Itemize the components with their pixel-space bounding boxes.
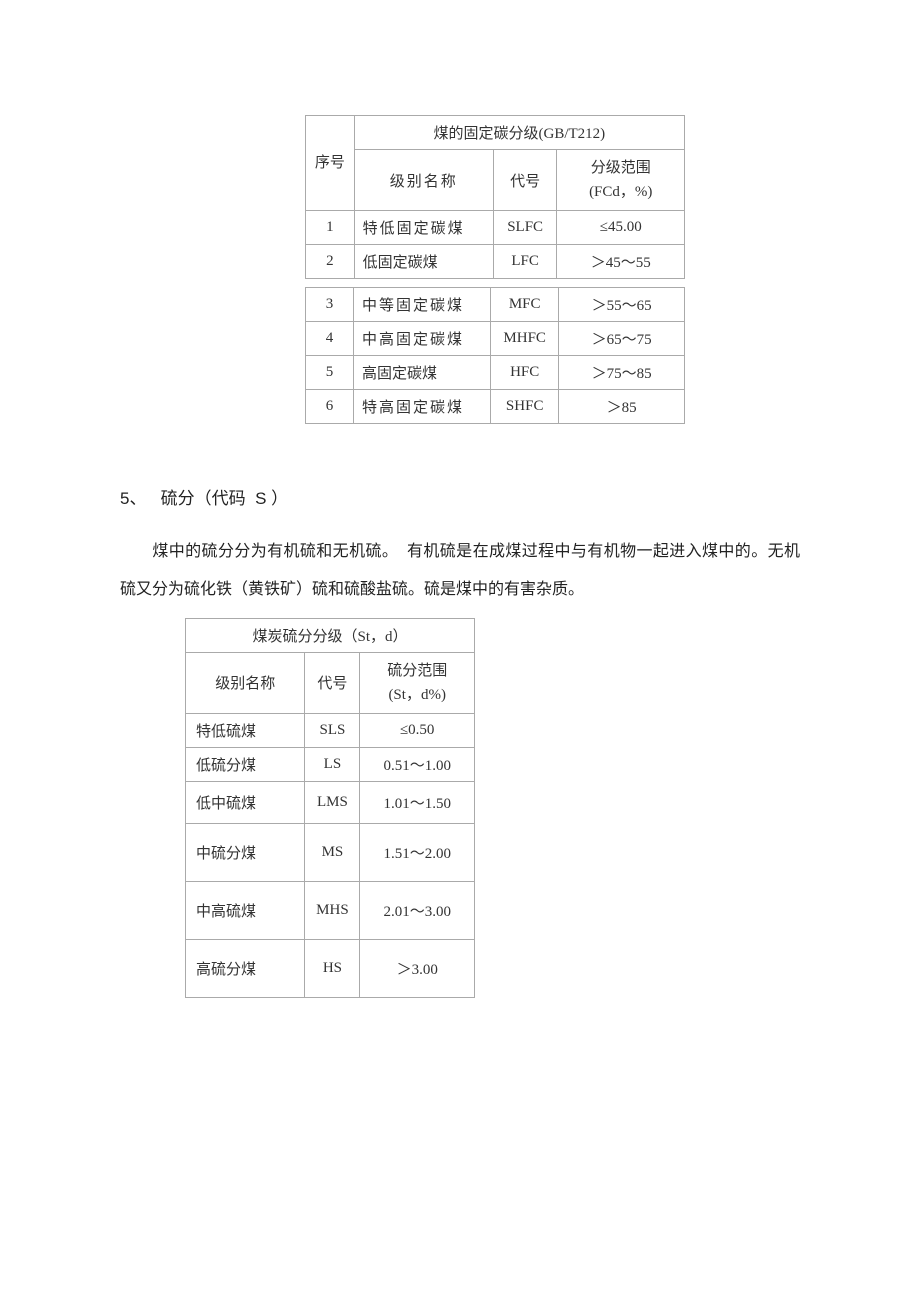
header-range: 硫分范围 (St，d%) bbox=[360, 652, 475, 713]
cell-code: MS bbox=[305, 823, 360, 881]
cell-range: ≤45.00 bbox=[557, 211, 685, 245]
header-range-l2: (FCd，%) bbox=[565, 180, 676, 204]
cell-code: LMS bbox=[305, 781, 360, 823]
cell-range: ＞75～85 bbox=[559, 356, 685, 390]
cell-code: SHFC bbox=[491, 390, 559, 424]
cell-range: 0.51～1.00 bbox=[360, 747, 475, 781]
table2-title: 煤炭硫分分级（St，d） bbox=[186, 618, 475, 652]
header-code: 代号 bbox=[305, 652, 360, 713]
cell-name: 低固定碳煤 bbox=[354, 245, 493, 279]
sulfur-table-container: 煤炭硫分分级（St，d） 级别名称 代号 硫分范围 (St，d%) 特低硫煤 S… bbox=[120, 618, 800, 998]
cell-code: LS bbox=[305, 747, 360, 781]
cell-name: 低中硫煤 bbox=[186, 781, 305, 823]
table-title-row: 序号 煤的固定碳分级(GB/T212) bbox=[306, 116, 685, 150]
header-range-l1: 分级范围 bbox=[565, 156, 676, 180]
cell-name: 高硫分煤 bbox=[186, 939, 305, 997]
cell-name: 高固定碳煤 bbox=[354, 356, 491, 390]
section-5-heading: 5、 硫分（代码 S ） bbox=[120, 484, 800, 509]
table-row: 低中硫煤 LMS 1.01～1.50 bbox=[186, 781, 475, 823]
header-name: 级别名称 bbox=[354, 150, 493, 211]
section-5-paragraph: 煤中的硫分分为有机硫和无机硫。 有机硫是在成煤过程中与有机物一起进入煤中的。无机… bbox=[120, 533, 800, 610]
fixed-carbon-table-b: 3 中等固定碳煤 MFC ＞55～65 4 中高固定碳煤 MHFC ＞65～75… bbox=[305, 287, 685, 424]
cell-name: 中高固定碳煤 bbox=[354, 322, 491, 356]
cell-name: 中硫分煤 bbox=[186, 823, 305, 881]
section-number: 5、 bbox=[120, 489, 146, 508]
cell-seq: 4 bbox=[306, 322, 354, 356]
cell-code: MHS bbox=[305, 881, 360, 939]
fixed-carbon-table-a: 序号 煤的固定碳分级(GB/T212) 级别名称 代号 分级范围 (FCd，%)… bbox=[305, 115, 685, 279]
cell-range: ≤0.50 bbox=[360, 713, 475, 747]
para1-part-a: 煤中的硫分分为有机硫和无机硫。 bbox=[152, 543, 398, 560]
cell-code: MHFC bbox=[491, 322, 559, 356]
table-title-row: 煤炭硫分分级（St，d） bbox=[186, 618, 475, 652]
cell-name: 特高固定碳煤 bbox=[354, 390, 491, 424]
header-seq-text: 序号 bbox=[314, 151, 346, 175]
table-row: 中高硫煤 MHS 2.01～3.00 bbox=[186, 881, 475, 939]
cell-range: ＞65～75 bbox=[559, 322, 685, 356]
header-code: 代号 bbox=[493, 150, 557, 211]
cell-range: 2.01～3.00 bbox=[360, 881, 475, 939]
table-row: 4 中高固定碳煤 MHFC ＞65～75 bbox=[306, 322, 685, 356]
table-row: 高硫分煤 HS ＞3.00 bbox=[186, 939, 475, 997]
table-row: 中硫分煤 MS 1.51～2.00 bbox=[186, 823, 475, 881]
section-title-post: ） bbox=[271, 489, 288, 508]
table-row: 3 中等固定碳煤 MFC ＞55～65 bbox=[306, 288, 685, 322]
cell-range: 1.01～1.50 bbox=[360, 781, 475, 823]
table-row: 特低硫煤 SLS ≤0.50 bbox=[186, 713, 475, 747]
cell-range: 1.51～2.00 bbox=[360, 823, 475, 881]
cell-range: ＞85 bbox=[559, 390, 685, 424]
table-header-row: 级别名称 代号 硫分范围 (St，d%) bbox=[186, 652, 475, 713]
section-title-pre: 硫分（代码 bbox=[161, 489, 246, 508]
sulfur-table: 煤炭硫分分级（St，d） 级别名称 代号 硫分范围 (St，d%) 特低硫煤 S… bbox=[185, 618, 475, 998]
cell-name: 中等固定碳煤 bbox=[354, 288, 491, 322]
table-row: 1 特低固定碳煤 SLFC ≤45.00 bbox=[306, 211, 685, 245]
cell-seq: 2 bbox=[306, 245, 355, 279]
cell-range: ＞45～55 bbox=[557, 245, 685, 279]
cell-seq: 3 bbox=[306, 288, 354, 322]
cell-code: HFC bbox=[491, 356, 559, 390]
cell-code: HS bbox=[305, 939, 360, 997]
table-row: 2 低固定碳煤 LFC ＞45～55 bbox=[306, 245, 685, 279]
header-range-l1: 硫分范围 bbox=[368, 659, 466, 683]
cell-seq: 6 bbox=[306, 390, 354, 424]
cell-seq: 1 bbox=[306, 211, 355, 245]
header-name: 级别名称 bbox=[186, 652, 305, 713]
fixed-carbon-table-top: 序号 煤的固定碳分级(GB/T212) 级别名称 代号 分级范围 (FCd，%)… bbox=[120, 115, 800, 279]
header-range: 分级范围 (FCd，%) bbox=[557, 150, 685, 211]
cell-name: 特低硫煤 bbox=[186, 713, 305, 747]
cell-name: 中高硫煤 bbox=[186, 881, 305, 939]
cell-code: SLFC bbox=[493, 211, 557, 245]
table-header-row: 级别名称 代号 分级范围 (FCd，%) bbox=[306, 150, 685, 211]
table-row: 5 高固定碳煤 HFC ＞75～85 bbox=[306, 356, 685, 390]
table-row: 6 特高固定碳煤 SHFC ＞85 bbox=[306, 390, 685, 424]
header-seq: 序号 bbox=[306, 116, 355, 211]
cell-range: ＞55～65 bbox=[559, 288, 685, 322]
fixed-carbon-table-bottom: 3 中等固定碳煤 MFC ＞55～65 4 中高固定碳煤 MHFC ＞65～75… bbox=[120, 287, 800, 424]
cell-code: MFC bbox=[491, 288, 559, 322]
cell-code: LFC bbox=[493, 245, 557, 279]
table1-title: 煤的固定碳分级(GB/T212) bbox=[354, 116, 684, 150]
cell-code: SLS bbox=[305, 713, 360, 747]
section-title-code: S bbox=[255, 489, 266, 508]
cell-seq: 5 bbox=[306, 356, 354, 390]
cell-name: 低硫分煤 bbox=[186, 747, 305, 781]
header-range-l2: (St，d%) bbox=[368, 683, 466, 707]
table-row: 低硫分煤 LS 0.51～1.00 bbox=[186, 747, 475, 781]
cell-range: ＞3.00 bbox=[360, 939, 475, 997]
cell-name: 特低固定碳煤 bbox=[354, 211, 493, 245]
